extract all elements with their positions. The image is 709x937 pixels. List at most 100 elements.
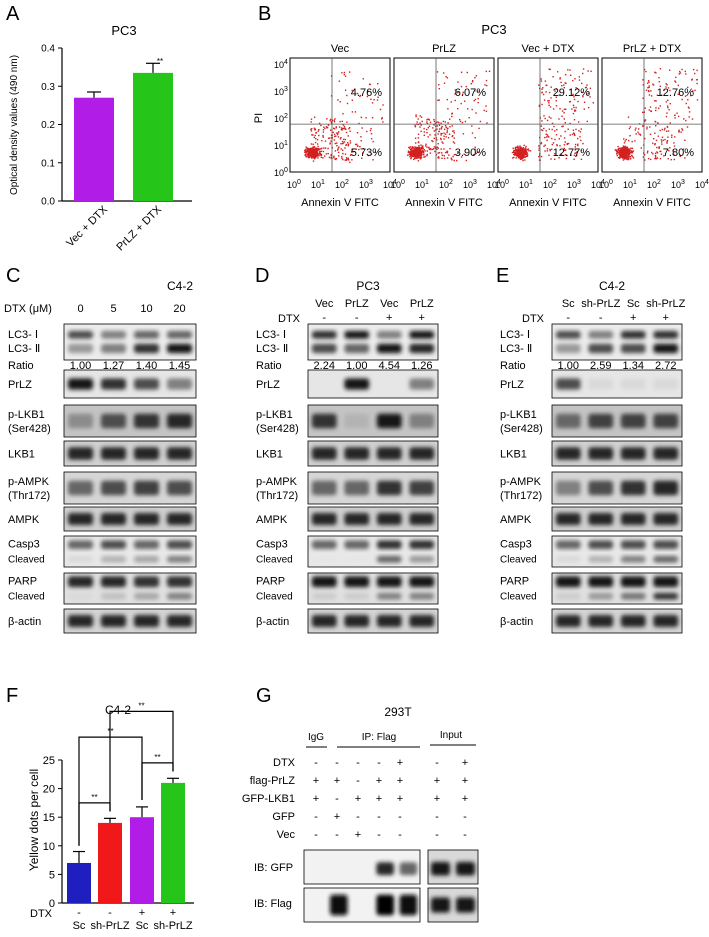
flow-event — [544, 117, 546, 120]
flow-event — [538, 105, 541, 107]
flow-event — [575, 87, 577, 89]
flow-event — [443, 138, 445, 140]
flow-event — [310, 118, 313, 120]
flow-event — [515, 152, 517, 154]
flow-event — [616, 152, 618, 155]
blot-prlz — [63, 369, 197, 399]
flow-event — [333, 133, 336, 136]
flow-event — [550, 158, 552, 160]
flow-event — [625, 138, 627, 141]
flow-event — [340, 137, 342, 139]
flow-event — [312, 160, 315, 162]
flow-event — [382, 104, 384, 106]
flow-event — [459, 120, 462, 123]
flow-event — [417, 133, 420, 135]
flow-event — [688, 111, 691, 113]
flow-event — [349, 140, 351, 142]
flow-event — [624, 145, 626, 147]
blot-parp — [551, 572, 683, 605]
flow-event — [540, 78, 542, 80]
flow-event — [362, 148, 365, 150]
flow-event — [322, 150, 325, 153]
flow-event — [341, 142, 344, 145]
blot-label-lkb1: LKB1 — [500, 449, 527, 461]
flow-event — [434, 122, 436, 125]
flow-event — [661, 136, 664, 138]
flow-event — [574, 134, 576, 136]
flow-event — [677, 93, 679, 95]
flow-event — [409, 146, 412, 148]
flow-event — [313, 127, 316, 129]
flow-event — [528, 150, 530, 152]
flow-ytick: 104 — [274, 59, 288, 70]
panel-f-bar — [130, 817, 154, 903]
flow-event — [648, 109, 650, 111]
flow-event — [517, 146, 519, 149]
flow-event — [426, 150, 428, 152]
flow-event — [354, 143, 357, 146]
flow-event — [516, 153, 518, 155]
flow-event — [417, 148, 419, 151]
flow-event — [486, 84, 488, 87]
flow-event — [642, 97, 644, 99]
flow-event — [569, 69, 571, 71]
blot-label-ampk: AMPK — [500, 514, 532, 526]
flow-event — [329, 137, 331, 139]
blot-lc3-membrane — [551, 323, 683, 361]
flow-xtick: 102 — [439, 179, 453, 190]
ratio-value: 1.00 — [558, 360, 579, 372]
flow-event — [550, 86, 552, 88]
blot-lc3-band — [588, 343, 614, 354]
flow-event — [577, 144, 579, 147]
flow-event — [360, 136, 362, 138]
flow-event — [635, 127, 637, 129]
panel-g-sign: + — [434, 775, 440, 787]
flow-event — [327, 152, 329, 155]
flow-event — [474, 137, 476, 139]
flow-event — [667, 158, 669, 160]
blot-lkb1-band — [653, 447, 679, 460]
flow-event — [427, 118, 429, 120]
dtx-sign: + — [663, 312, 669, 324]
flow-event — [314, 158, 316, 160]
flow-event — [304, 151, 306, 153]
flow-event — [657, 122, 659, 124]
flow-event — [438, 124, 441, 126]
blot-lkb1-band — [311, 447, 337, 460]
flow-event — [632, 157, 635, 159]
flow-event — [558, 118, 560, 120]
flow-event — [522, 156, 524, 158]
flow-event — [320, 154, 322, 156]
flow-event — [346, 102, 349, 105]
flow-event — [564, 122, 566, 124]
flow-event — [311, 155, 313, 158]
flow-event — [648, 81, 650, 83]
flow-event — [344, 75, 347, 77]
flow-event — [444, 125, 447, 127]
flow-event — [337, 99, 339, 101]
flow-event — [417, 118, 419, 120]
blot-plkb1-band — [100, 413, 127, 429]
flow-event — [518, 151, 521, 154]
flow-event — [560, 81, 562, 84]
flow-event — [372, 159, 374, 161]
blot-actin-band — [376, 615, 402, 627]
flow-event — [328, 156, 331, 159]
flow-event — [343, 125, 346, 128]
flow-event — [342, 152, 344, 155]
flow-event — [466, 71, 468, 74]
flow-event — [438, 152, 441, 154]
blot-label-parp: Cleaved — [256, 592, 293, 603]
blot-plkb1-band — [67, 413, 94, 429]
flow-event — [307, 147, 309, 150]
flow-event — [341, 140, 344, 143]
flow-event — [677, 84, 679, 87]
flow-event — [420, 150, 422, 152]
flow-event — [320, 150, 323, 152]
flow-event — [428, 119, 431, 121]
blot-casp3-band — [311, 555, 337, 563]
flow-event — [317, 149, 319, 151]
flow-event — [450, 158, 453, 160]
panel-a-ytick-label: 0.4 — [41, 44, 55, 55]
blot-lc3-band — [653, 343, 679, 354]
